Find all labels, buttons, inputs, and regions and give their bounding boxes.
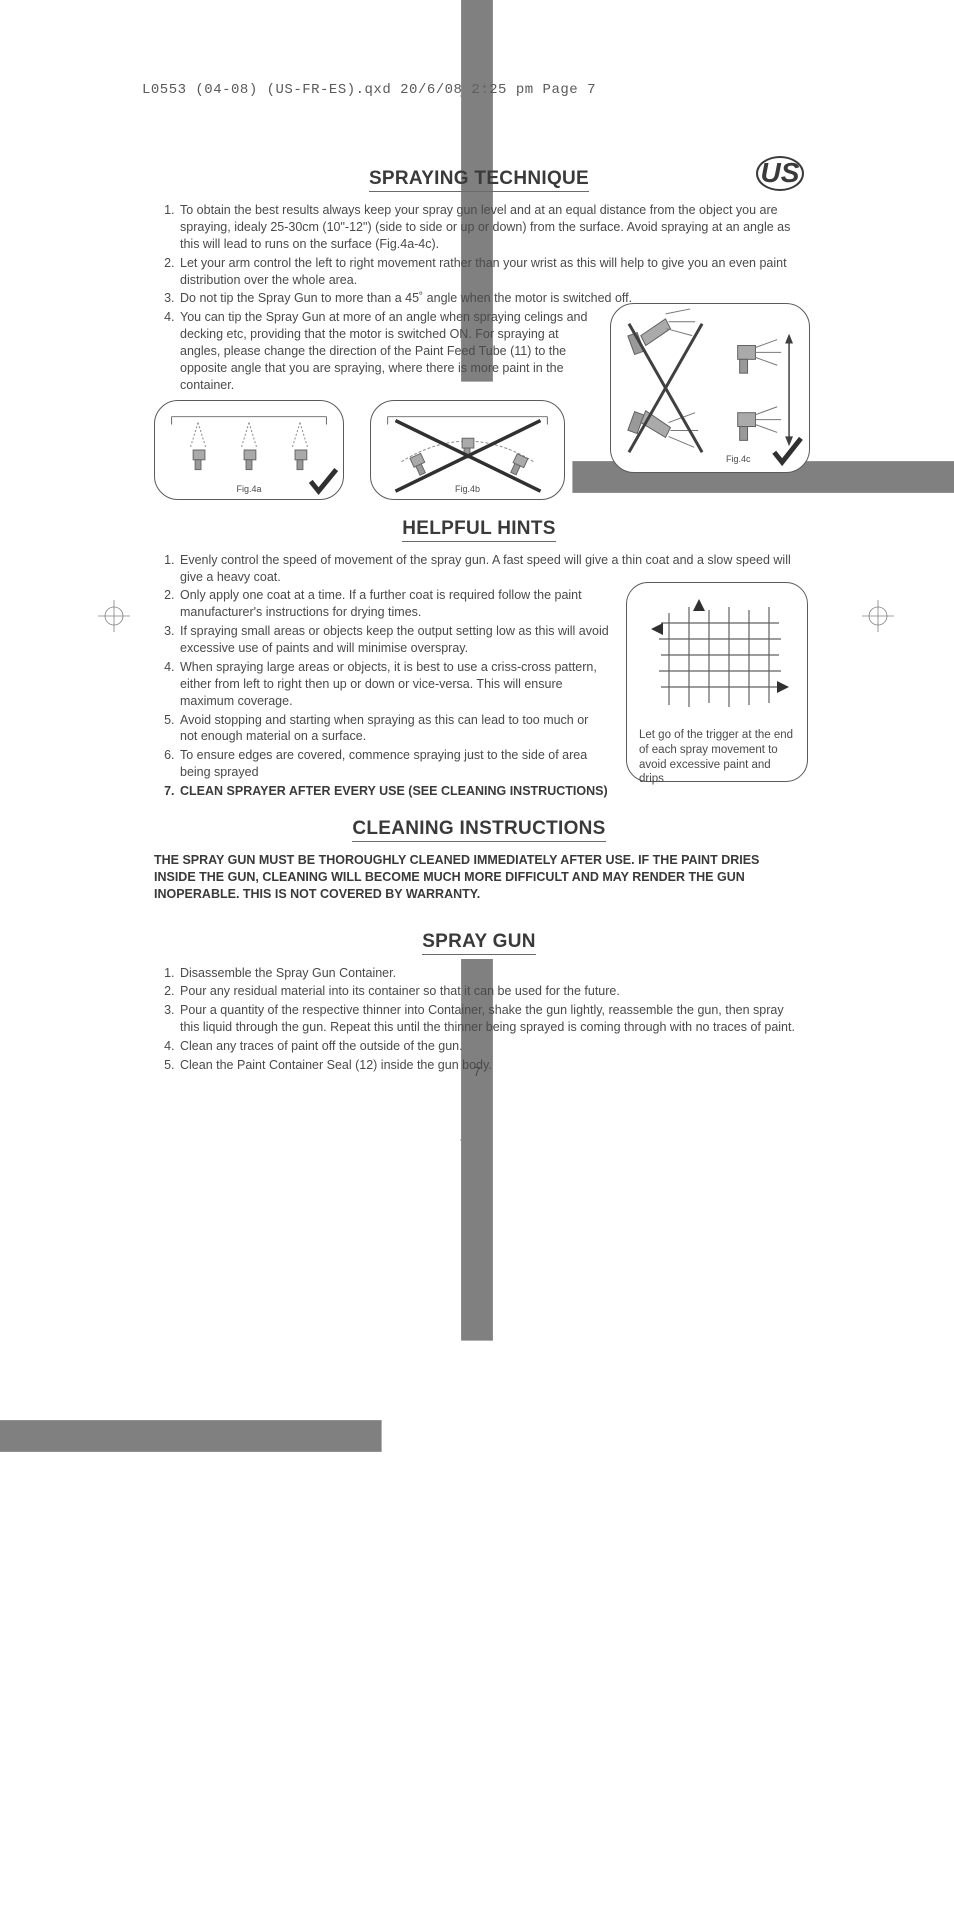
content-area: SPRAYING TECHNIQUE To obtain the best re…	[154, 168, 804, 1076]
figure-4c-diagram	[611, 304, 809, 472]
list-item: When spraying large areas or objects, it…	[178, 659, 609, 710]
list-item: Evenly control the speed of movement of …	[178, 552, 804, 586]
spraying-narrow-wrap: You can tip the Spray Gun at more of an …	[154, 309, 804, 393]
list-item: Clean any traces of paint off the outsid…	[178, 1038, 804, 1055]
list-item: Disassemble the Spray Gun Container.	[178, 965, 804, 982]
figure-4c-caption: Fig.4c	[611, 454, 809, 464]
spraying-list-top: To obtain the best results always keep y…	[154, 202, 804, 307]
list-item-bold: CLEAN SPRAYER AFTER EVERY USE (SEE CLEAN…	[178, 783, 609, 800]
crisscross-diagram	[639, 595, 797, 715]
cleaning-warning: THE SPRAY GUN MUST BE THOROUGHLY CLEANED…	[154, 852, 804, 903]
section-heading-hints: HELPFUL HINTS	[402, 518, 555, 542]
list-item: Let your arm control the left to right m…	[178, 255, 804, 289]
list-item: Pour any residual material into its cont…	[178, 983, 804, 1000]
heading-wrap: HELPFUL HINTS	[154, 518, 804, 548]
figure-4c-box: Fig.4c	[610, 303, 810, 473]
list-item: To obtain the best results always keep y…	[178, 202, 804, 253]
list-item: If spraying small areas or objects keep …	[178, 623, 609, 657]
hint-box: Let go of the trigger at the end of each…	[626, 582, 808, 782]
figure-4a-caption: Fig.4a	[155, 484, 343, 494]
hint-box-caption: Let go of the trigger at the end of each…	[639, 728, 795, 788]
registration-mark-left	[98, 600, 130, 637]
heading-wrap: SPRAYING TECHNIQUE	[154, 168, 804, 198]
heading-wrap: CLEANING INSTRUCTIONS	[154, 818, 804, 848]
hints-list-narrow: Only apply one coat at a time. If a furt…	[154, 587, 609, 800]
list-item: You can tip the Spray Gun at more of an …	[178, 309, 599, 393]
section-heading-spraygun: SPRAY GUN	[422, 931, 536, 955]
registration-mark-right	[862, 600, 894, 637]
list-item: Only apply one coat at a time. If a furt…	[178, 587, 609, 621]
figure-4b-caption: Fig.4b	[371, 484, 564, 494]
page: L0553 (04-08) (US-FR-ES).qxd 20/6/08 2:2…	[0, 0, 954, 1239]
crop-mark-top-right	[0, 959, 954, 1918]
spraying-list-narrow: You can tip the Spray Gun at more of an …	[154, 309, 599, 393]
section-heading-cleaning: CLEANING INSTRUCTIONS	[352, 818, 605, 842]
figure-4a-box: Fig.4a	[154, 400, 344, 500]
hints-wrap: Evenly control the speed of movement of …	[154, 552, 804, 800]
document-header: L0553 (04-08) (US-FR-ES).qxd 20/6/08 2:2…	[142, 82, 596, 98]
heading-wrap: SPRAY GUN	[154, 931, 804, 961]
spraygun-list: Disassemble the Spray Gun Container. Pou…	[154, 965, 804, 1074]
list-item: Avoid stopping and starting when sprayin…	[178, 712, 609, 746]
list-item: To ensure edges are covered, commence sp…	[178, 747, 609, 781]
registration-mark-top	[460, 80, 492, 117]
page-number: 7	[0, 1064, 954, 1079]
section-heading-spraying: SPRAYING TECHNIQUE	[369, 168, 589, 192]
registration-mark-bottom	[460, 1124, 492, 1161]
figure-4b-box: Fig.4b	[370, 400, 565, 500]
list-item: Pour a quantity of the respective thinne…	[178, 1002, 804, 1036]
hints-list: Evenly control the speed of movement of …	[154, 552, 804, 586]
